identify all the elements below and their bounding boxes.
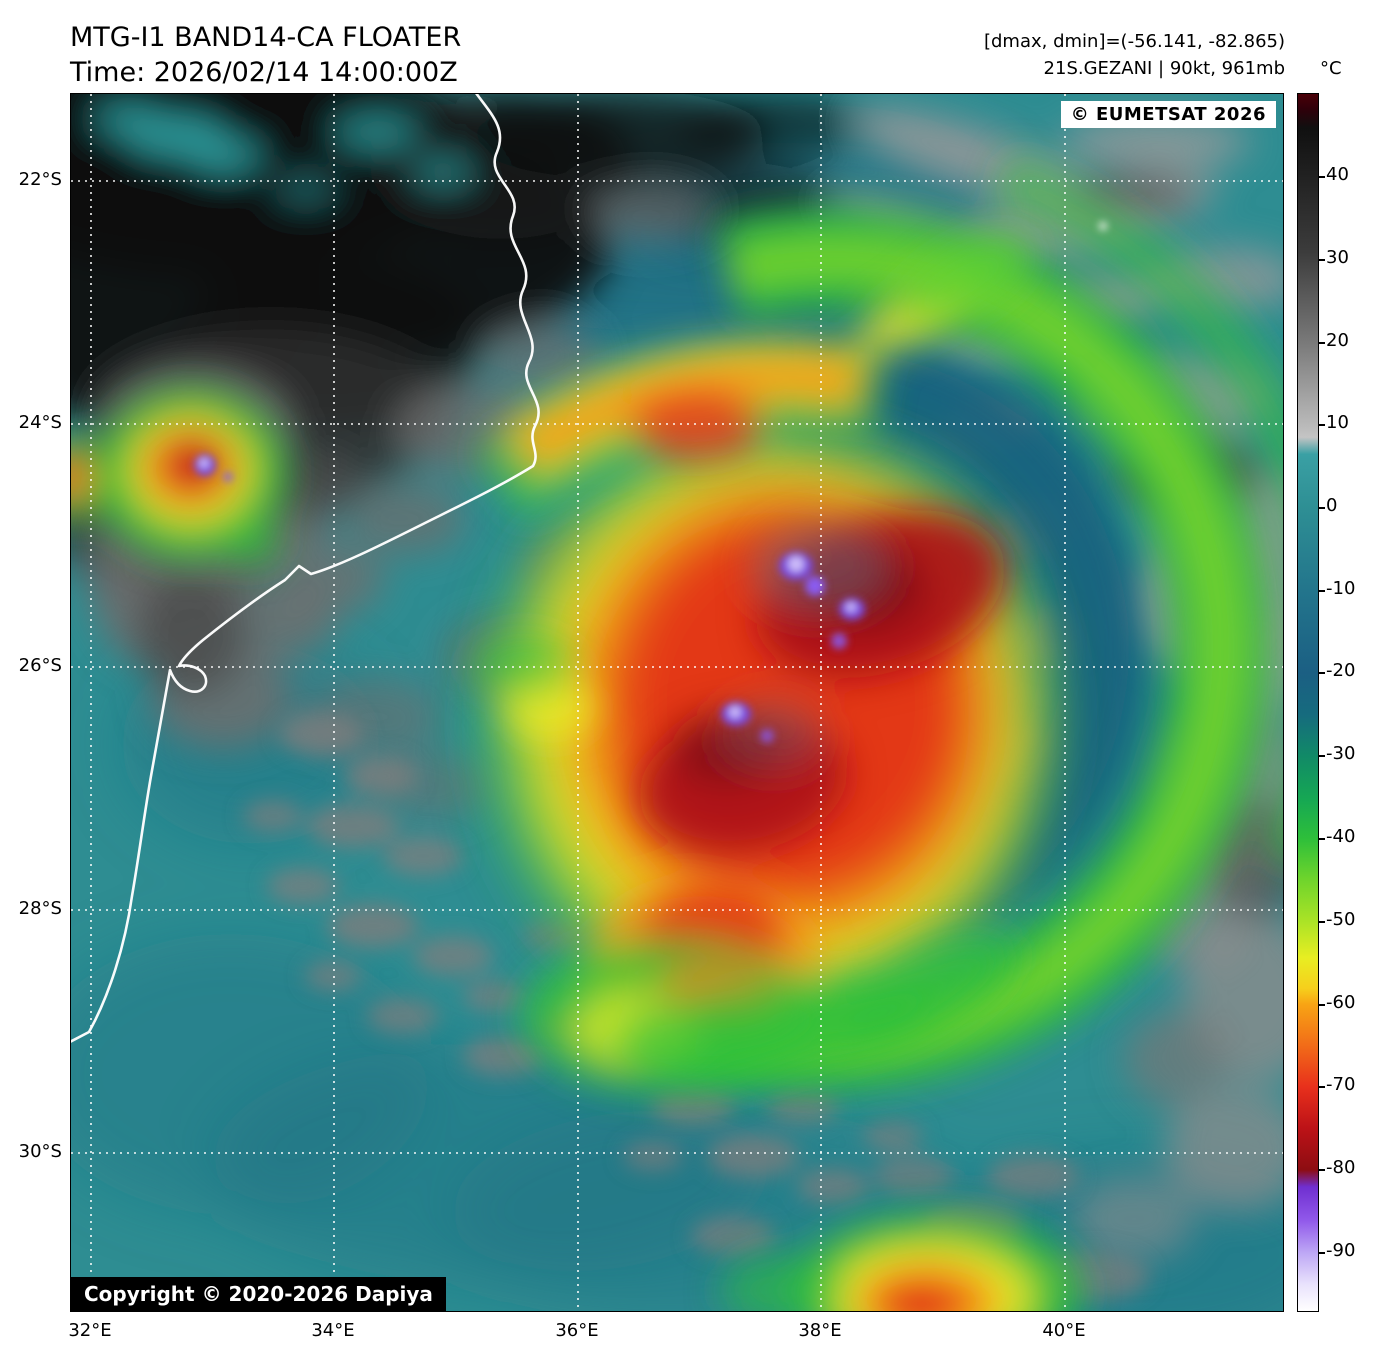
dmax-dmin-label: [dmax, dmin]=(-56.141, -82.865): [983, 31, 1285, 52]
x-tick-label: 32°E: [68, 1320, 112, 1341]
colorbar-tick-label: -60: [1326, 992, 1356, 1013]
colorbar: [1297, 93, 1319, 1312]
y-tick-label: 24°S: [18, 412, 62, 433]
colorbar-tickmark: [1319, 1169, 1325, 1171]
x-tick-label: 38°E: [798, 1320, 842, 1341]
page-title: MTG-I1 BAND14-CA FLOATER: [70, 22, 462, 53]
colorbar-tick-label: 10: [1326, 412, 1349, 433]
time-label: Time: 2026/02/14 14:00:00Z: [70, 57, 458, 88]
colorbar-tickmark: [1319, 755, 1325, 757]
colorbar-tickmark: [1319, 507, 1325, 509]
colorbar-unit-label: °C: [1320, 58, 1342, 79]
y-tick-label: 26°S: [18, 655, 62, 676]
colorbar-tickmark: [1319, 259, 1325, 261]
colorbar-tick-label: -10: [1326, 578, 1356, 599]
colorbar-tick-label: 0: [1326, 495, 1338, 516]
colorbar-tickmark: [1319, 672, 1325, 674]
colorbar-tick-label: -20: [1326, 660, 1356, 681]
storm-core-inner: [471, 237, 1030, 1094]
header-right: [dmax, dmin]=(-56.141, -82.865) 21S.GEZA…: [984, 28, 1285, 82]
colorbar-tick-label: -40: [1326, 826, 1356, 847]
y-tick-label: 22°S: [18, 169, 62, 190]
title-block: MTG-I1 BAND14-CA FLOATER Time: 2026/02/1…: [70, 20, 461, 90]
colorbar-tickmark: [1319, 590, 1325, 592]
x-tick-label: 40°E: [1042, 1320, 1086, 1341]
cold-tops: [194, 222, 1107, 743]
colorbar-tickmark: [1319, 1252, 1325, 1254]
colorbar-tickmark: [1319, 424, 1325, 426]
colorbar-tick-label: 20: [1326, 330, 1349, 351]
coastline-path: [71, 94, 540, 1043]
colorbar-tickmark: [1319, 921, 1325, 923]
colorbar-tickmark: [1319, 176, 1325, 178]
x-tick-label: 36°E: [555, 1320, 599, 1341]
colorbar-tick-label: -70: [1326, 1074, 1356, 1095]
colorbar-tickmark: [1319, 342, 1325, 344]
colorbar-tickmark: [1319, 1004, 1325, 1006]
y-tick-label: 30°S: [18, 1141, 62, 1162]
colorbar-tick-label: -30: [1326, 743, 1356, 764]
satellite-map-panel: © EUMETSAT 2026 Copyright © 2020-2026 Da…: [70, 93, 1284, 1312]
colorbar-tick-label: -90: [1326, 1240, 1356, 1261]
copyright-badge: Copyright © 2020-2026 Dapiya: [71, 1277, 446, 1311]
colorbar-tick-label: -80: [1326, 1157, 1356, 1178]
eumetsat-credit-badge: © EUMETSAT 2026: [1060, 101, 1276, 128]
x-tick-label: 34°E: [311, 1320, 355, 1341]
colorbar-tick-label: 40: [1326, 164, 1349, 185]
storm-info-label: 21S.GEZANI | 90kt, 961mb: [1043, 58, 1285, 79]
satellite-image: [71, 94, 1283, 1311]
colorbar-tickmark: [1319, 838, 1325, 840]
graticule: [71, 94, 1283, 1311]
colorbar-tick-label: 30: [1326, 247, 1349, 268]
y-tick-label: 28°S: [18, 898, 62, 919]
colorbar-tick-label: -50: [1326, 909, 1356, 930]
colorbar-tickmark: [1319, 1086, 1325, 1088]
secondary-cells: [71, 388, 1081, 1311]
